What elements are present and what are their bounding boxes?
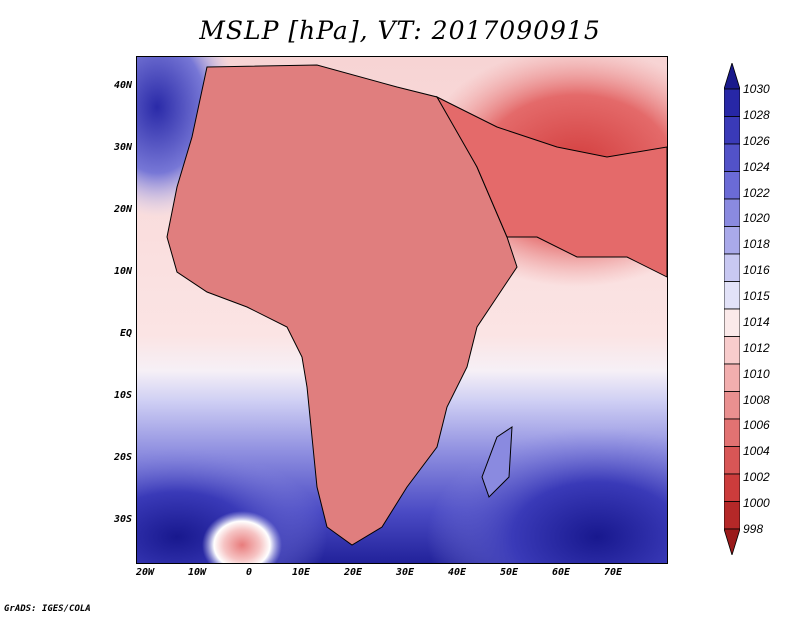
lon-label-20w: 20W	[135, 567, 155, 578]
colorbar-swatch	[724, 501, 740, 530]
lat-label-10n: 10N	[113, 266, 132, 277]
colorbar-swatch	[724, 143, 740, 172]
lon-label-40e: 40E	[447, 567, 467, 578]
map-title: MSLP [hPa], VT: 2017090915	[199, 16, 601, 45]
colorbar-swatch	[724, 336, 740, 365]
lat-label-30s: 30S	[113, 514, 132, 525]
colorbar-label: 1000	[743, 496, 770, 511]
colorbar-label: 1015	[743, 289, 770, 304]
colorbar-label: 1030	[743, 82, 770, 96]
colorbar-swatch	[724, 446, 740, 475]
colorbar-label: 1008	[743, 392, 770, 407]
colorbar-swatch	[724, 473, 740, 502]
colorbar	[724, 63, 740, 555]
lat-label-20s: 20S	[113, 452, 132, 463]
lon-label-30e: 30E	[395, 567, 415, 578]
madagascar	[481, 426, 513, 498]
colorbar-arrow-top	[724, 63, 740, 90]
lon-label-10e: 10E	[291, 567, 311, 578]
colorbar-label: 1024	[743, 159, 770, 174]
colorbar-label: 1012	[743, 340, 770, 355]
colorbar-label: 1020	[743, 211, 770, 226]
south-atlantic-low	[202, 511, 282, 563]
lat-label-eq: EQ	[119, 328, 132, 339]
colorbar-swatch	[724, 308, 740, 337]
colorbar-label: 1004	[743, 444, 770, 459]
lon-label-70e: 70E	[603, 567, 623, 578]
colorbar-label: 1022	[743, 185, 770, 200]
lon-label-60e: 60E	[551, 567, 571, 578]
colorbar-label: 1018	[743, 237, 770, 252]
colorbar-swatch	[724, 281, 740, 310]
arabia-landmass	[435, 95, 667, 278]
grads-credit: GrADS: IGES/COLA	[4, 604, 91, 614]
colorbar-swatch	[724, 418, 740, 447]
colorbar-label: 1016	[743, 263, 770, 278]
lon-label-10w: 10W	[187, 567, 207, 578]
colorbar-label: 998	[743, 522, 764, 536]
colorbar-label: 1010	[743, 366, 770, 381]
colorbar-swatch	[724, 391, 740, 420]
lon-label-0: 0	[245, 567, 253, 578]
colorbar-swatch	[724, 253, 740, 282]
lon-label-50e: 50E	[499, 567, 519, 578]
lat-label-20n: 20N	[113, 204, 132, 215]
lon-label-20e: 20E	[343, 567, 363, 578]
lat-label-10s: 10S	[113, 390, 132, 401]
colorbar-arrow-bottom	[724, 528, 740, 555]
southeast-high	[427, 427, 667, 563]
colorbar-swatch	[724, 226, 740, 255]
colorbar-swatch	[724, 198, 740, 227]
colorbar-label: 1006	[743, 418, 770, 433]
colorbar-label: 1028	[743, 107, 770, 122]
colorbar-label: 1014	[743, 314, 770, 329]
colorbar-label: 1002	[743, 470, 770, 485]
colorbar-swatch	[724, 171, 740, 200]
lat-label-30n: 30N	[113, 142, 132, 153]
pressure-map	[136, 56, 668, 564]
colorbar-label: 1026	[743, 133, 770, 148]
lat-label-40n: 40N	[113, 80, 132, 91]
colorbar-swatch	[724, 116, 740, 145]
colorbar-swatch	[724, 363, 740, 392]
colorbar-swatch	[724, 88, 740, 117]
